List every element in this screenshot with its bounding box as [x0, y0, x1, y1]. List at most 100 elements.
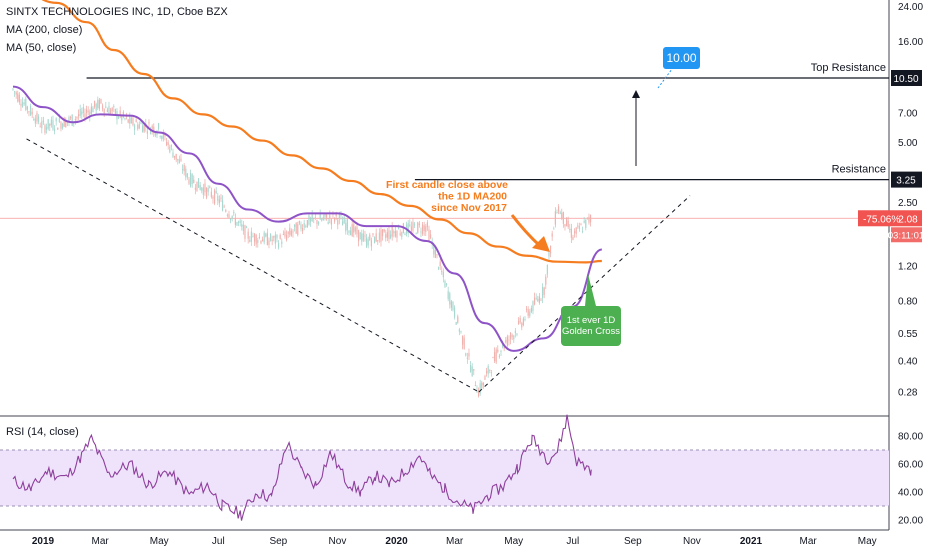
- candle-body: [225, 210, 227, 212]
- candle-body: [281, 241, 283, 244]
- candle-body: [57, 127, 59, 130]
- candle-body: [266, 232, 268, 246]
- time-tick-label: May: [858, 536, 877, 547]
- candle-body: [45, 127, 48, 130]
- candle-body: [533, 297, 536, 305]
- price-tag-text: 3.25: [896, 176, 916, 187]
- candle-body: [532, 301, 534, 312]
- candle-body: [321, 219, 323, 221]
- orange-arrow-shaft: [510, 214, 542, 248]
- candle-body: [578, 225, 580, 230]
- target-callout: 10.00: [657, 47, 700, 89]
- candle-body: [553, 228, 555, 230]
- candle-body: [204, 183, 206, 193]
- candle-body: [180, 158, 182, 161]
- candle-body: [290, 230, 292, 236]
- candle-body: [101, 105, 104, 109]
- candle-body: [308, 215, 310, 225]
- candle-body: [396, 230, 398, 238]
- candle-body: [41, 121, 43, 129]
- candle-body: [95, 103, 97, 111]
- price-tag-bg: [891, 70, 922, 86]
- golden-cross-callout: 1st ever 1D Golden Cross: [561, 274, 621, 346]
- candle-body: [285, 234, 288, 241]
- candle-body: [521, 323, 523, 328]
- candle-body: [333, 218, 336, 222]
- candle-body: [77, 114, 80, 117]
- candle-body: [434, 249, 436, 258]
- candle-body: [410, 226, 412, 233]
- candle-body: [12, 88, 14, 90]
- candle-body: [345, 223, 347, 232]
- price-tick-label: 16.00: [898, 37, 923, 48]
- candle-body: [213, 190, 216, 204]
- candle-body: [33, 119, 35, 121]
- candle-body: [274, 234, 276, 244]
- candle-body: [167, 142, 169, 145]
- candle-body: [183, 165, 185, 172]
- candle-body: [301, 227, 304, 232]
- candle-body: [546, 264, 548, 275]
- candle-body: [202, 187, 204, 196]
- candle-body: [338, 214, 340, 220]
- candle-body: [588, 216, 590, 223]
- candle-body: [191, 174, 193, 185]
- candle-body: [317, 222, 320, 225]
- candle-body: [453, 307, 456, 318]
- candle-body: [343, 217, 345, 224]
- candle-body: [65, 119, 67, 128]
- candle-body: [71, 114, 73, 126]
- price-tick-label: 0.55: [898, 329, 918, 340]
- time-tick-label: Sep: [269, 536, 287, 547]
- candle-body: [514, 330, 516, 334]
- candle-body: [39, 126, 41, 128]
- candle-body: [365, 237, 368, 247]
- candle-body: [172, 152, 174, 158]
- candle-body: [130, 117, 132, 124]
- candle-body: [292, 231, 294, 233]
- candle-body: [129, 116, 131, 124]
- candle-body: [231, 215, 233, 219]
- candle-body: [97, 99, 99, 108]
- candle-body: [522, 318, 524, 326]
- resistance-price-tag: 10.50: [891, 70, 922, 86]
- candle-body: [561, 212, 563, 219]
- candle-body: [433, 244, 435, 255]
- callout-line: 1st ever 1D: [567, 315, 616, 326]
- time-tick-label: Mar: [92, 536, 110, 547]
- candle-body: [441, 270, 443, 273]
- candle-body: [570, 228, 572, 238]
- candle-body: [322, 217, 324, 220]
- candle-body: [149, 129, 152, 135]
- candle-body: [428, 229, 430, 241]
- candle-body: [364, 235, 366, 237]
- candle-body: [487, 366, 489, 375]
- candle-body: [388, 230, 390, 239]
- candle-body: [215, 190, 217, 193]
- candle-body: [228, 214, 230, 218]
- candle-body: [188, 179, 190, 184]
- candle-body: [146, 131, 148, 134]
- candle-body: [189, 172, 192, 187]
- candle-body: [36, 112, 38, 122]
- ma50-line: [12, 85, 603, 352]
- candle-body: [42, 120, 44, 122]
- candle-body: [537, 298, 539, 302]
- candle-body: [263, 232, 265, 243]
- candle-body: [516, 333, 518, 335]
- candle-body: [562, 211, 564, 224]
- candle-body: [289, 227, 291, 235]
- candle-body: [153, 126, 155, 134]
- candle-body: [330, 219, 332, 225]
- candle-body: [258, 236, 260, 238]
- candle-body: [252, 236, 254, 238]
- candle-body: [585, 219, 587, 228]
- candle-body: [105, 106, 107, 108]
- candle-body: [346, 219, 348, 230]
- price-tick-label: 5.00: [898, 138, 918, 149]
- candle-body: [117, 117, 120, 119]
- candle-body: [31, 111, 33, 115]
- candle-body: [367, 239, 369, 246]
- candle-body: [196, 181, 198, 191]
